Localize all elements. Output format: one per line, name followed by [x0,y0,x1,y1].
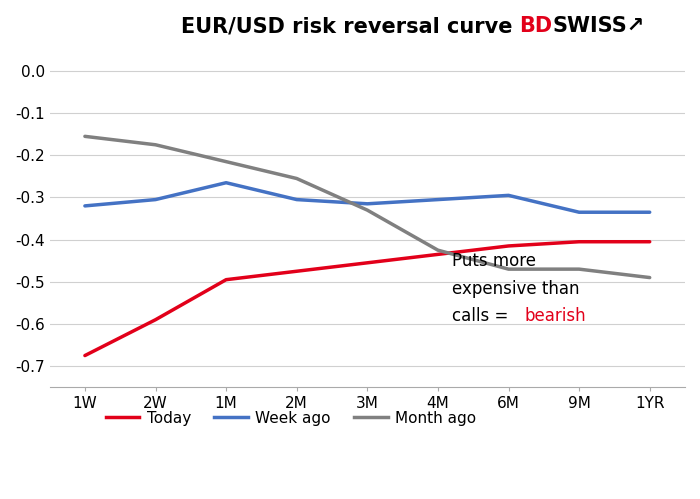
Legend: Today, Week ago, Month ago: Today, Week ago, Month ago [99,405,482,432]
Text: SWISS↗: SWISS↗ [552,16,645,36]
Text: calls =: calls = [452,307,514,325]
Text: bearish: bearish [524,307,586,325]
Text: expensive than: expensive than [452,279,580,298]
Text: EUR/USD risk reversal curve: EUR/USD risk reversal curve [181,16,519,36]
Text: Puts more: Puts more [452,252,536,270]
Text: BD: BD [519,16,552,36]
